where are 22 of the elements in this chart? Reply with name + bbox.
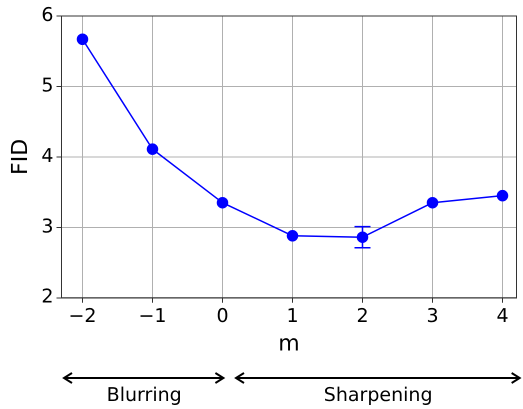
- x-axis-title: m: [278, 332, 300, 357]
- x-tick-label: 3: [426, 305, 439, 328]
- y-tick-label: 2: [41, 286, 54, 308]
- x-tick-label: −2: [68, 305, 96, 328]
- x-tick-label: 1: [286, 305, 299, 328]
- point: [216, 196, 228, 208]
- text: Blurring: [106, 384, 182, 406]
- point: [146, 143, 158, 155]
- y-tick-label: 5: [41, 74, 54, 96]
- x-tick-label: 4: [496, 305, 509, 328]
- x-tick-label: 0: [216, 305, 229, 328]
- text: Sharpening: [324, 384, 433, 406]
- x-tick-label: −1: [138, 305, 166, 328]
- y-tick-label: 4: [41, 144, 54, 167]
- point: [286, 230, 298, 242]
- y-axis-title: FID: [8, 138, 33, 175]
- x-tick-label: 2: [356, 305, 369, 328]
- point: [496, 190, 508, 202]
- point: [426, 196, 438, 208]
- point: [76, 34, 88, 45]
- y-tick-label: 6: [41, 4, 54, 26]
- y-tick-label: 3: [41, 215, 54, 238]
